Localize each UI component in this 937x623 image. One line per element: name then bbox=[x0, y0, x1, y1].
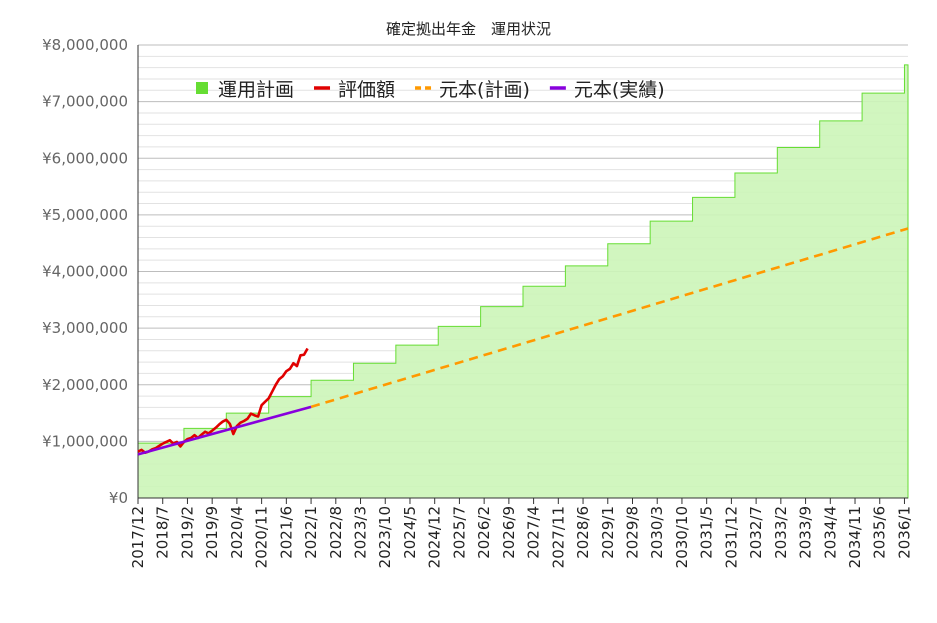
x-tick-label: 2019/9 bbox=[203, 506, 221, 559]
y-tick-label: ¥2,000,000 bbox=[42, 376, 128, 394]
x-tick-label: 2023/3 bbox=[352, 506, 370, 559]
x-tick-label: 2020/4 bbox=[228, 506, 246, 559]
legend-swatch bbox=[196, 82, 208, 94]
x-tick-label: 2029/1 bbox=[599, 506, 617, 559]
x-tick-label: 2024/12 bbox=[426, 506, 444, 568]
x-tick-label: 2023/10 bbox=[376, 506, 394, 568]
x-tick-label: 2018/7 bbox=[154, 506, 172, 559]
x-tick-label: 2031/12 bbox=[722, 506, 740, 568]
y-tick-label: ¥8,000,000 bbox=[42, 36, 128, 54]
x-tick-label: 2027/11 bbox=[549, 506, 567, 568]
chart-title: 確定拠出年金 運用状況 bbox=[385, 20, 551, 38]
x-tick-label: 2034/11 bbox=[846, 506, 864, 568]
y-tick-label: ¥7,000,000 bbox=[42, 93, 128, 111]
legend-label: 評価額 bbox=[338, 79, 395, 101]
x-tick-label: 2024/5 bbox=[401, 506, 419, 559]
legend-label: 運用計画 bbox=[218, 79, 294, 101]
x-tick-label: 2026/9 bbox=[500, 506, 518, 559]
x-tick-label: 2022/8 bbox=[327, 506, 345, 559]
y-tick-label: ¥5,000,000 bbox=[42, 206, 128, 224]
y-tick-label: ¥6,000,000 bbox=[42, 149, 128, 167]
x-tick-label: 2033/2 bbox=[772, 506, 790, 559]
y-tick-label: ¥3,000,000 bbox=[42, 319, 128, 337]
x-tick-label: 2035/6 bbox=[871, 506, 889, 559]
x-tick-label: 2025/7 bbox=[450, 506, 468, 559]
series-line-評価額 bbox=[137, 347, 309, 454]
x-tick-label: 2019/2 bbox=[178, 506, 196, 559]
x-tick-label: 2031/5 bbox=[698, 506, 716, 559]
x-tick-label: 2032/7 bbox=[747, 506, 765, 559]
y-tick-label: ¥1,000,000 bbox=[42, 432, 128, 450]
x-tick-label: 2033/9 bbox=[797, 506, 815, 559]
series-line-元本(実績) bbox=[137, 405, 312, 456]
x-tick-label: 2017/12 bbox=[129, 506, 147, 568]
x-tick-label: 2030/10 bbox=[673, 506, 691, 568]
series-plan-area bbox=[137, 64, 909, 499]
x-tick-label: 2020/11 bbox=[253, 506, 271, 568]
x-tick-label: 2030/3 bbox=[648, 506, 666, 559]
x-tick-label: 2036/1 bbox=[895, 506, 913, 559]
legend-label: 元本(実績) bbox=[574, 79, 665, 101]
x-tick-label: 2022/1 bbox=[302, 506, 320, 559]
y-tick-label: ¥4,000,000 bbox=[42, 263, 128, 281]
x-tick-label: 2034/4 bbox=[821, 506, 839, 559]
legend-label: 元本(計画) bbox=[439, 79, 530, 101]
x-tick-label: 2027/4 bbox=[525, 506, 543, 559]
x-tick-label: 2021/6 bbox=[277, 506, 295, 559]
x-tick-label: 2028/6 bbox=[574, 506, 592, 559]
x-tick-label: 2029/8 bbox=[623, 506, 641, 559]
y-tick-label: ¥0 bbox=[109, 489, 128, 507]
x-tick-label: 2026/2 bbox=[475, 506, 493, 559]
